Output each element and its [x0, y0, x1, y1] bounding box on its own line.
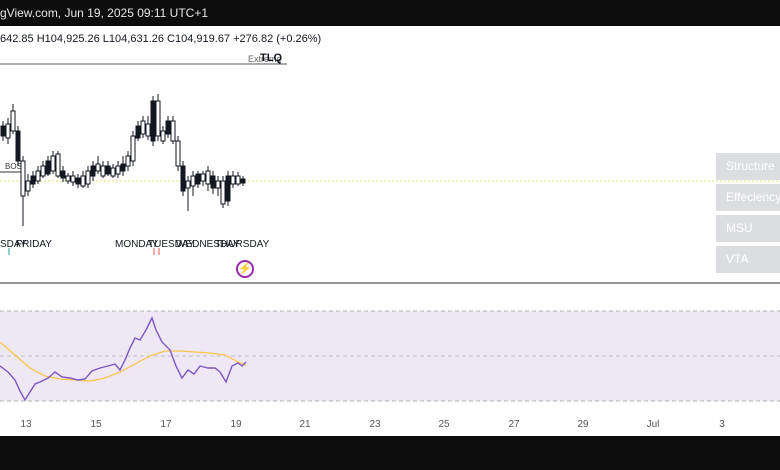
ohlc-close: 104,919.67 [175, 33, 231, 45]
candle-body [225, 175, 231, 202]
candle-body [150, 100, 156, 142]
candle-body [45, 160, 51, 175]
candle-body [40, 165, 46, 177]
price-chart[interactable]: Extreme TLQ BOS SDAY FRIDAY MONDAY TUESD… [0, 26, 780, 284]
candle-body [240, 178, 246, 184]
x-tick-25: 25 [438, 419, 450, 430]
rsi-pane[interactable]: 13 15 17 19 21 23 25 27 29 Jul 3 [0, 300, 780, 436]
ohlc-high-label: H [36, 33, 45, 45]
bos-label: BOS [5, 162, 22, 171]
rsi-band [0, 311, 780, 401]
lightning-bolt-icon[interactable]: ⚡ [236, 260, 254, 278]
candle-body [120, 163, 126, 172]
candle-body [60, 170, 66, 179]
rsi-ma-line [0, 341, 247, 382]
candle-body [75, 177, 81, 185]
bottom-bar [0, 436, 780, 470]
x-axis: 13 15 17 19 21 23 25 27 29 Jul 3 [20, 419, 725, 430]
x-tick-15: 15 [90, 419, 102, 430]
candle-body [170, 120, 176, 142]
candle-body [165, 120, 171, 135]
ohlc-high: 104,925.26 [44, 33, 100, 45]
day-label-monday: MONDAY [115, 239, 158, 250]
candles [0, 94, 246, 226]
candle-body [175, 140, 181, 167]
signal-arrows [8, 248, 160, 255]
x-tick-13: 13 [20, 419, 32, 430]
x-tick-19: 19 [230, 419, 242, 430]
day-label-wednesday: WEDNESDAY [176, 239, 240, 250]
candle-body [20, 160, 26, 197]
effeciency-button[interactable]: Effeciency [716, 184, 780, 211]
candle-body [65, 175, 71, 182]
x-tick-17: 17 [160, 419, 172, 430]
x-tick-29: 29 [577, 419, 589, 430]
candle-body [215, 180, 221, 189]
candle-body [160, 130, 166, 142]
candle-body [80, 175, 86, 187]
candle-body [35, 170, 41, 182]
candle-body [200, 173, 206, 182]
chart-title: gView.com, Jun 19, 2025 09:11 UTC+1 [0, 6, 209, 20]
x-tick-jul: Jul [647, 419, 660, 430]
ohlc-readout: 642.85 H104,925.26 L104,631.26 C104,919.… [0, 33, 321, 45]
ohlc-close-label: C [167, 33, 175, 45]
candle-body [235, 175, 241, 185]
ohlc-low: 104,631.26 [108, 33, 164, 45]
rsi-line [0, 316, 247, 402]
candle-body [30, 175, 36, 185]
candle-body [70, 175, 76, 183]
candle-body [90, 165, 96, 177]
candle-body [50, 155, 56, 172]
msu-button[interactable]: MSU [716, 215, 780, 242]
candle-body [230, 175, 236, 185]
candle-body [190, 175, 196, 187]
candle-body [125, 155, 131, 167]
day-label-tuesday: TUESDAY [148, 239, 195, 250]
vta-button[interactable]: VTA [716, 246, 780, 273]
candle-body [0, 125, 6, 137]
candle-body [220, 180, 226, 205]
candle-body [110, 167, 116, 177]
candle-body [180, 165, 186, 192]
candle-body [115, 165, 121, 175]
candle-body [55, 153, 61, 177]
candle-body [10, 110, 16, 132]
day-label-friday: FRIDAY [16, 239, 52, 250]
ohlc-low-label: L [102, 33, 109, 45]
ohlc-open: 642.85 [0, 33, 34, 45]
candle-body [105, 165, 111, 175]
candle-body [195, 173, 201, 185]
candle-body [135, 125, 141, 139]
day-label-thursday: THURSDAY [215, 239, 270, 250]
candle-body [155, 100, 161, 137]
candle-body [185, 180, 191, 189]
x-tick-27: 27 [508, 419, 520, 430]
candle-body [95, 163, 101, 172]
candle-body [145, 123, 151, 137]
extreme-label: Extreme [248, 54, 282, 64]
day-label-sday: SDAY [0, 239, 27, 250]
candle-body [130, 135, 136, 162]
candle-body [25, 180, 31, 192]
candle-body [15, 130, 21, 162]
x-tick-3: 3 [719, 419, 725, 430]
top-bar: gView.com, Jun 19, 2025 09:11 UTC+1 [0, 0, 780, 26]
candle-body [85, 170, 91, 185]
ohlc-change: +276.82 (+0.26%) [233, 33, 322, 45]
candle-body [100, 165, 106, 177]
tlq-label: TLQ [260, 52, 282, 64]
candle-body [205, 170, 211, 185]
x-tick-21: 21 [299, 419, 311, 430]
x-tick-23: 23 [369, 419, 381, 430]
candle-body [210, 175, 216, 189]
candle-body [5, 123, 11, 139]
candle-body [140, 120, 146, 135]
structure-button[interactable]: Structure [716, 153, 780, 180]
